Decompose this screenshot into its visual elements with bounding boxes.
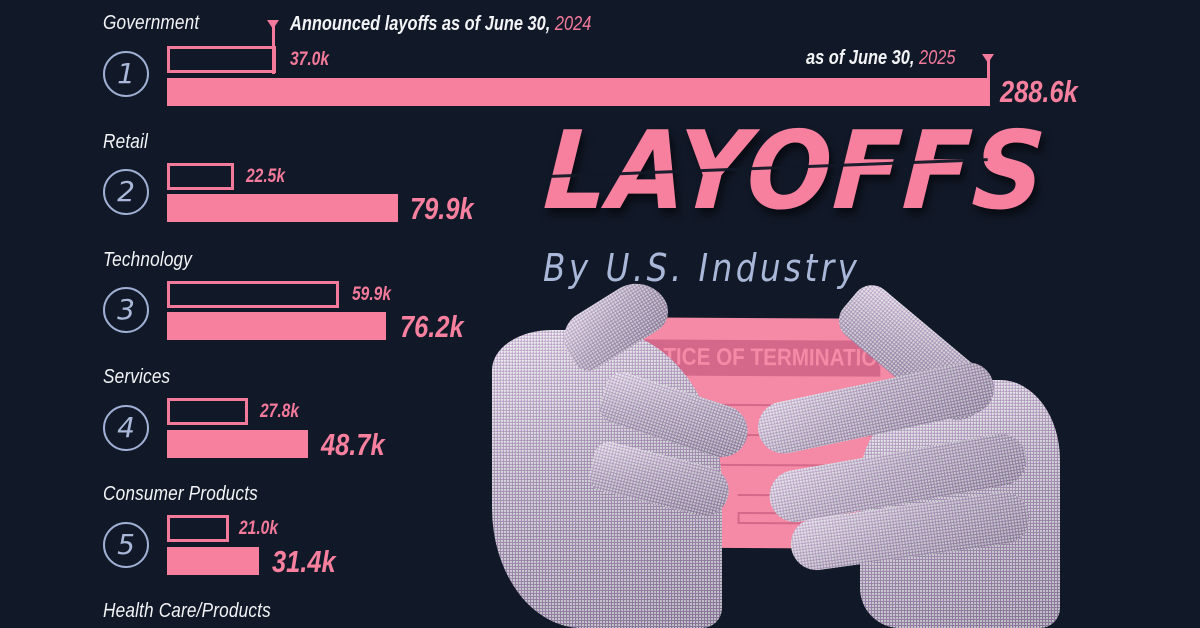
marker-2024-triangle-icon	[267, 20, 279, 29]
bar-2025	[167, 78, 990, 106]
industry-label: Services	[103, 366, 171, 388]
industry-label: Technology	[103, 249, 193, 271]
rank-badge: 5	[103, 522, 149, 568]
annotation-2025-text: as of June 30,	[806, 47, 920, 69]
industry-label: Government	[103, 12, 200, 34]
rank-badge: 3	[103, 287, 149, 333]
annotation-2024-text: Announced layoffs as of June 30,	[290, 13, 555, 35]
bar-2025	[167, 312, 386, 340]
bar-2024	[167, 163, 234, 190]
annotation-2024: Announced layoffs as of June 30, 2024	[290, 13, 591, 36]
bar-2025	[167, 430, 308, 458]
rank-badge: 2	[103, 169, 149, 215]
value-2025: 288.6k	[1000, 74, 1078, 109]
bar-2024	[167, 281, 339, 308]
bar-2024	[167, 398, 248, 425]
industry-label: Consumer Products	[103, 483, 258, 505]
value-2024: 27.8k	[260, 401, 299, 422]
industry-label: Health Care/Products	[103, 600, 271, 622]
value-2024: 21.0k	[239, 518, 278, 539]
rank-badge: 1	[103, 51, 149, 97]
marker-2024-line	[272, 26, 275, 74]
value-2025: 79.9k	[410, 191, 474, 226]
value-2024: 59.9k	[352, 284, 391, 305]
bar-2025	[167, 547, 259, 575]
value-2024: 22.5k	[246, 166, 285, 187]
value-2025: 76.2k	[400, 309, 464, 344]
value-2025: 48.7k	[321, 427, 385, 462]
bar-2024	[167, 515, 229, 542]
marker-2025-triangle-icon	[982, 54, 994, 63]
annotation-2025-year: 2025	[919, 47, 956, 69]
rank-badge: 4	[103, 405, 149, 451]
bar-2025	[167, 194, 398, 222]
bar-2024	[167, 46, 276, 73]
annotation-2024-year: 2024	[554, 13, 592, 35]
value-2025: 31.4k	[272, 544, 336, 579]
value-2024: 37.0k	[290, 49, 329, 70]
marker-2025-line	[987, 60, 990, 80]
industry-label: Retail	[103, 131, 149, 153]
page-subtitle: By U.S. Industry	[543, 246, 861, 290]
annotation-2025: as of June 30, 2025	[806, 47, 956, 70]
